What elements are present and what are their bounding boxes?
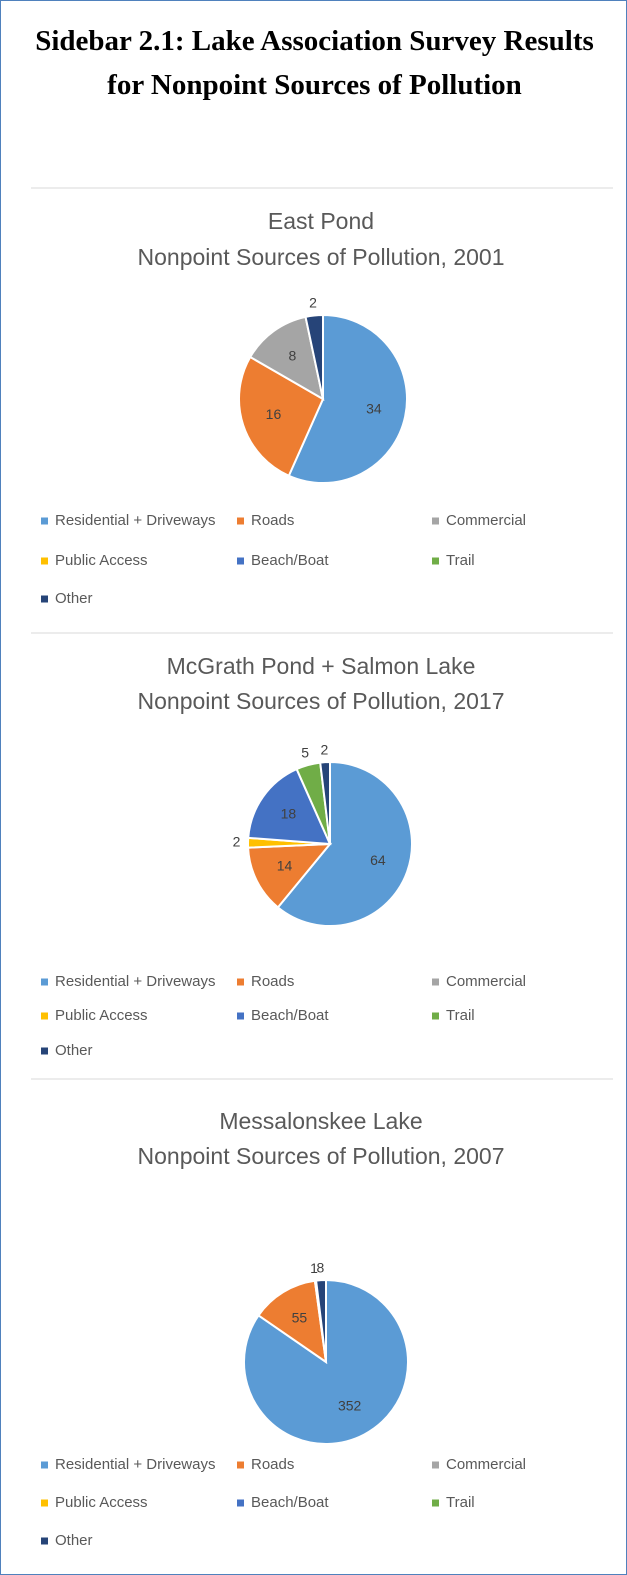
pie-slice [315, 1278, 327, 1363]
pie-slice [247, 767, 332, 846]
legend-swatch [237, 517, 244, 525]
sidebar-title: Sidebar 2.1: Lake Association Survey Res… [35, 25, 594, 101]
data-label: 2 [233, 833, 241, 849]
legend-swatch [432, 1499, 439, 1507]
pie-slice [304, 313, 324, 400]
legend-swatch [41, 1537, 48, 1545]
legend-label: Residential + Driveways [55, 1456, 215, 1473]
data-label: 8 [288, 348, 296, 364]
legend-swatch [432, 1461, 439, 1469]
legend-label: Residential + Driveways [55, 512, 215, 529]
legend-swatch [432, 517, 439, 525]
legend-label: Trail [446, 1494, 475, 1511]
legend-label: Public Access [55, 552, 148, 569]
data-label: 2 [321, 741, 329, 757]
data-label: 5 [301, 745, 309, 761]
chart-subtitle: Nonpoint Sources of Pollution, 2001 [138, 244, 505, 270]
pie-slice [287, 313, 408, 484]
data-label: 16 [266, 406, 282, 422]
legend-swatch [432, 978, 439, 986]
legend-label: Commercial [446, 1456, 526, 1473]
legend-label: Commercial [446, 512, 526, 529]
data-label: 55 [292, 1309, 308, 1325]
legend-swatch [237, 1461, 244, 1469]
legend-swatch [237, 978, 244, 986]
legend-label: Beach/Boat [251, 1007, 329, 1024]
legend-swatch [432, 1012, 439, 1020]
legend-swatch [41, 517, 48, 525]
pie-slice [247, 842, 333, 909]
legend-label: Trail [446, 552, 475, 569]
data-label: 352 [338, 1398, 362, 1414]
legend-swatch [41, 1047, 48, 1055]
legend-label: Other [55, 590, 93, 607]
data-label: 64 [370, 852, 386, 868]
data-label: 1 [310, 1260, 318, 1276]
chart-subtitle: Nonpoint Sources of Pollution, 2017 [138, 688, 505, 714]
legend-label: Other [55, 1042, 93, 1059]
chart-title: Messalonskee Lake [219, 1108, 422, 1134]
pie-slice [238, 355, 325, 478]
legend-swatch [237, 557, 244, 565]
legend-swatch [41, 557, 48, 565]
legend-label: Trail [446, 1007, 475, 1024]
legend-label: Beach/Boat [251, 552, 329, 569]
pie-slice [276, 760, 413, 927]
legend-swatch [41, 1461, 48, 1469]
chart-title: McGrath Pond + Salmon Lake [167, 653, 476, 679]
legend-label: Commercial [446, 973, 526, 990]
data-label: 18 [281, 805, 297, 821]
legend-label: Roads [251, 973, 294, 990]
pie-slice [257, 1279, 328, 1365]
legend-label: Public Access [55, 1494, 148, 1511]
legend-label: Roads [251, 512, 294, 529]
data-label: 14 [277, 857, 293, 873]
data-label: 8 [316, 1259, 324, 1275]
data-label: 34 [366, 401, 382, 417]
chart-subtitle: Nonpoint Sources of Pollution, 2007 [138, 1143, 505, 1169]
legend-swatch [237, 1499, 244, 1507]
legend-swatch [432, 557, 439, 565]
legend-label: Other [55, 1532, 93, 1549]
data-label: 2 [309, 294, 317, 310]
legend-label: Beach/Boat [251, 1494, 329, 1511]
chart-title: East Pond [268, 208, 374, 234]
pie-slice [319, 760, 331, 845]
legend-swatch [41, 1499, 48, 1507]
legend-label: Roads [251, 1456, 294, 1473]
legend-swatch [41, 978, 48, 986]
pie-slice [248, 315, 325, 401]
legend-swatch [41, 1012, 48, 1020]
legend-swatch [41, 595, 48, 603]
legend-swatch [237, 1012, 244, 1020]
legend-label: Public Access [55, 1007, 148, 1024]
legend-label: Residential + Driveways [55, 973, 215, 990]
